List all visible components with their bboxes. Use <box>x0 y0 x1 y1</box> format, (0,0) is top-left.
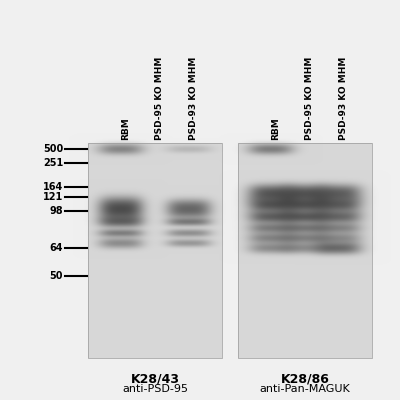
Bar <box>88 143 222 358</box>
Text: 64: 64 <box>50 243 63 253</box>
Text: K28/43: K28/43 <box>130 372 180 385</box>
Text: K28/86: K28/86 <box>280 372 330 385</box>
Text: PSD-95 KO MHM: PSD-95 KO MHM <box>305 57 314 140</box>
Text: 121: 121 <box>43 192 63 202</box>
Text: 164: 164 <box>43 182 63 192</box>
Text: RBM: RBM <box>121 117 130 140</box>
Bar <box>238 143 372 358</box>
Text: 500: 500 <box>43 144 63 154</box>
Text: PSD-95 KO MHM: PSD-95 KO MHM <box>155 57 164 140</box>
Text: 98: 98 <box>49 206 63 216</box>
Text: 251: 251 <box>43 158 63 168</box>
Text: anti-PSD-95: anti-PSD-95 <box>122 384 188 394</box>
Text: anti-Pan-MAGUK: anti-Pan-MAGUK <box>260 384 350 394</box>
Text: PSD-93 KO MHM: PSD-93 KO MHM <box>339 57 348 140</box>
Text: PSD-93 KO MHM: PSD-93 KO MHM <box>189 57 198 140</box>
Text: RBM: RBM <box>271 117 280 140</box>
Text: 50: 50 <box>50 271 63 281</box>
